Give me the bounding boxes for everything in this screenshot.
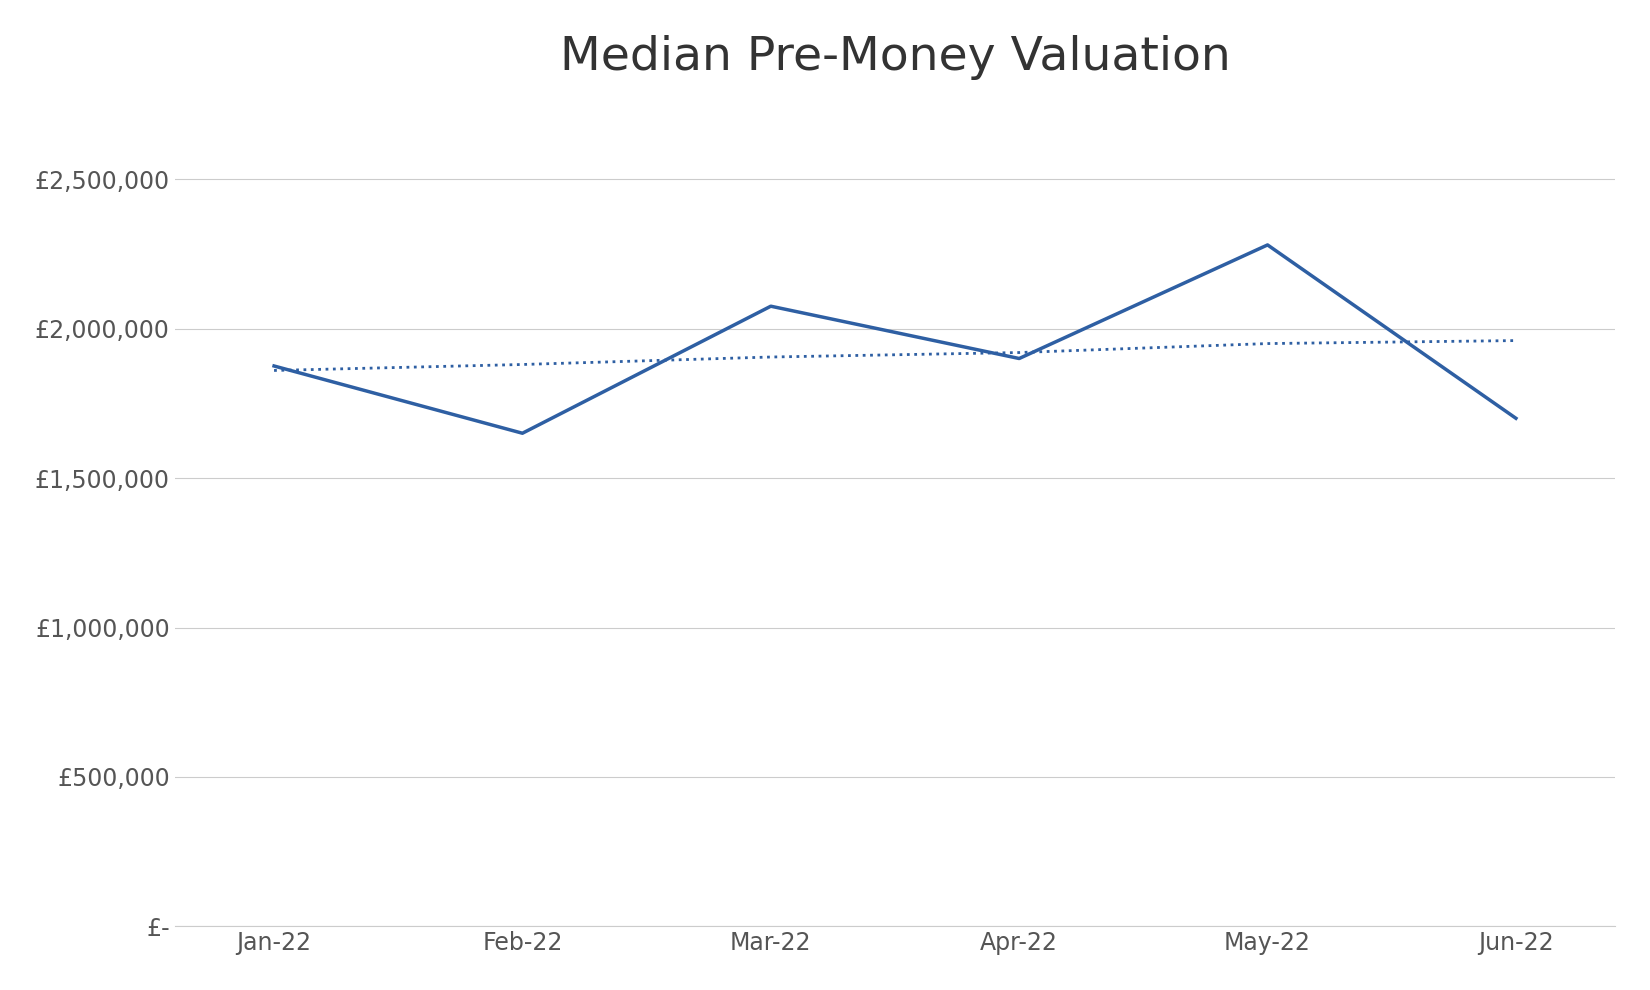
Title: Median Pre-Money Valuation: Median Pre-Money Valuation xyxy=(559,35,1231,80)
